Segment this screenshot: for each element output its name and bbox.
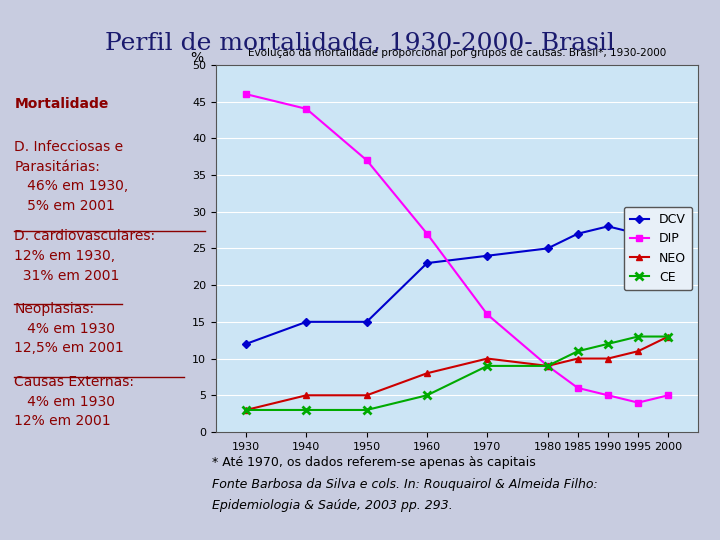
- NEO: [603, 355, 612, 362]
- DIP: [664, 392, 672, 399]
- Text: D. Infecciosas e
Parasitárias:
   46% em 1930,
   5% em 2001: D. Infecciosas e Parasitárias: 46% em 19…: [14, 140, 129, 213]
- Text: * Até 1970, os dados referem-se apenas às capitais: * Até 1970, os dados referem-se apenas à…: [212, 456, 536, 469]
- DIP: [634, 400, 642, 406]
- Text: Neoplasias:
   4% em 1930
12,5% em 2001: Neoplasias: 4% em 1930 12,5% em 2001: [14, 302, 124, 355]
- NEO: [302, 392, 311, 399]
- DIP: [603, 392, 612, 399]
- DCV: [544, 245, 552, 252]
- DIP: [574, 384, 582, 391]
- CE: [362, 407, 371, 413]
- Line: NEO: NEO: [243, 333, 672, 414]
- DCV: [664, 223, 672, 230]
- Text: Perfil de mortalidade, 1930-2000- Brasil: Perfil de mortalidade, 1930-2000- Brasil: [105, 32, 615, 56]
- CE: [483, 363, 492, 369]
- NEO: [544, 363, 552, 369]
- Text: Mortalidade: Mortalidade: [14, 97, 109, 111]
- NEO: [634, 348, 642, 354]
- DCV: [423, 260, 431, 266]
- DIP: [362, 157, 371, 164]
- Legend: DCV, DIP, NEO, CE: DCV, DIP, NEO, CE: [624, 207, 692, 290]
- NEO: [362, 392, 371, 399]
- Line: DCV: DCV: [243, 224, 671, 347]
- Line: DIP: DIP: [243, 91, 672, 406]
- NEO: [574, 355, 582, 362]
- NEO: [423, 370, 431, 376]
- DCV: [242, 341, 251, 347]
- DIP: [302, 106, 311, 112]
- Text: Epidemiologia & Saúde, 2003 pp. 293.: Epidemiologia & Saúde, 2003 pp. 293.: [212, 500, 453, 512]
- Title: Evolução da mortalidade proporcional por grupos de causas. Brasil*, 1930-2000: Evolução da mortalidade proporcional por…: [248, 49, 666, 58]
- DIP: [423, 231, 431, 237]
- CE: [423, 392, 431, 399]
- NEO: [664, 333, 672, 340]
- DCV: [302, 319, 311, 325]
- Text: Causas Externas:
   4% em 1930
12% em 2001: Causas Externas: 4% em 1930 12% em 2001: [14, 375, 135, 428]
- DCV: [634, 231, 642, 237]
- Text: D. cardiovasculares:
12% em 1930,
  31% em 2001: D. cardiovasculares: 12% em 1930, 31% em…: [14, 230, 156, 282]
- Y-axis label: %: %: [190, 51, 203, 65]
- NEO: [242, 407, 251, 413]
- DCV: [483, 253, 492, 259]
- CE: [302, 407, 311, 413]
- DIP: [242, 91, 251, 97]
- DIP: [544, 363, 552, 369]
- DCV: [574, 231, 582, 237]
- Line: CE: CE: [242, 332, 672, 414]
- Text: Fonte Barbosa da Silva e cols. In: Rouquairol & Almeida Filho:: Fonte Barbosa da Silva e cols. In: Rouqu…: [212, 478, 598, 491]
- CE: [544, 363, 552, 369]
- CE: [664, 333, 672, 340]
- CE: [603, 341, 612, 347]
- CE: [242, 407, 251, 413]
- DCV: [603, 223, 612, 230]
- DCV: [362, 319, 371, 325]
- CE: [634, 333, 642, 340]
- CE: [574, 348, 582, 354]
- DIP: [483, 311, 492, 318]
- NEO: [483, 355, 492, 362]
